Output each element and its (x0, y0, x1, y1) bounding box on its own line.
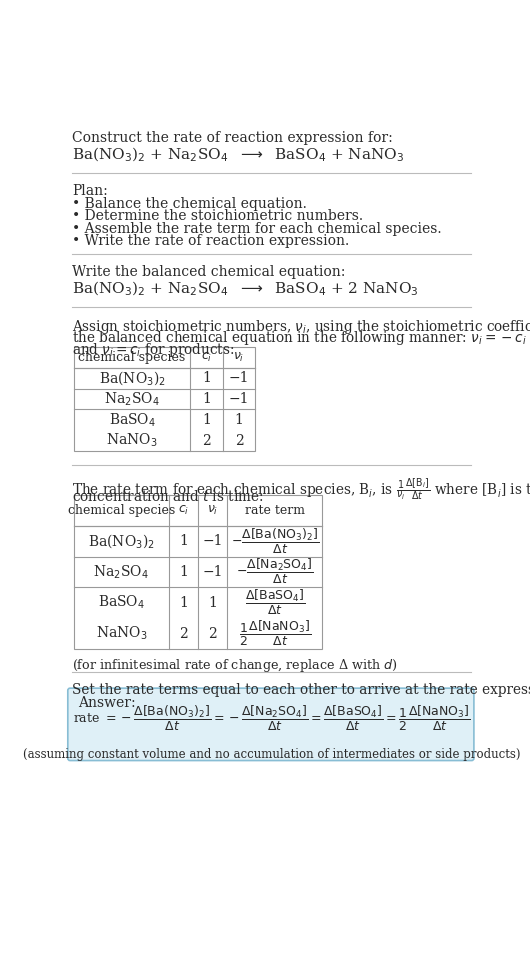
Text: NaNO$_3$: NaNO$_3$ (95, 625, 147, 642)
Bar (74, 347, 255, 451)
Text: Na$_2$SO$_4$: Na$_2$SO$_4$ (104, 390, 160, 408)
Text: • Assemble the rate term for each chemical species.: • Assemble the rate term for each chemic… (73, 221, 442, 235)
Text: concentration and $t$ is time:: concentration and $t$ is time: (73, 489, 264, 504)
Text: • Write the rate of reaction expression.: • Write the rate of reaction expression. (73, 234, 350, 248)
Bar (74, 495, 322, 649)
Text: 2: 2 (179, 626, 188, 641)
Text: the balanced chemical equation in the following manner: $\nu_i = -c_i$ for react: the balanced chemical equation in the fo… (73, 329, 530, 347)
Text: Construct the rate of reaction expression for:: Construct the rate of reaction expressio… (73, 130, 393, 145)
Text: (assuming constant volume and no accumulation of intermediates or side products): (assuming constant volume and no accumul… (23, 749, 520, 761)
Text: chemical species: chemical species (78, 351, 186, 364)
Text: −1: −1 (229, 371, 249, 385)
Text: rate term: rate term (245, 504, 305, 516)
Text: 2: 2 (202, 433, 211, 448)
Text: $c_i$: $c_i$ (201, 351, 212, 364)
Text: $\dfrac{\Delta[\mathrm{BaSO_4}]}{\Delta t}$: $\dfrac{\Delta[\mathrm{BaSO_4}]}{\Delta … (244, 588, 305, 617)
Text: Ba(NO$_3$)$_2$ + Na$_2$SO$_4$  $\longrightarrow$  BaSO$_4$ + 2 NaNO$_3$: Ba(NO$_3$)$_2$ + Na$_2$SO$_4$ $\longrigh… (73, 280, 419, 299)
Text: Na$_2$SO$_4$: Na$_2$SO$_4$ (93, 564, 149, 580)
Text: $-\dfrac{\Delta[\mathrm{Ba(NO_3)_2}]}{\Delta t}$: $-\dfrac{\Delta[\mathrm{Ba(NO_3)_2}]}{\D… (231, 526, 319, 556)
Text: 2: 2 (208, 626, 217, 641)
Text: 1: 1 (202, 413, 211, 427)
Text: Ba(NO$_3$)$_2$: Ba(NO$_3$)$_2$ (99, 369, 165, 387)
Text: • Determine the stoichiometric numbers.: • Determine the stoichiometric numbers. (73, 209, 364, 223)
Text: 1: 1 (179, 534, 188, 548)
Text: Ba(NO$_3$)$_2$: Ba(NO$_3$)$_2$ (88, 532, 155, 550)
Text: Write the balanced chemical equation:: Write the balanced chemical equation: (73, 265, 346, 278)
Text: −1: −1 (229, 392, 249, 406)
Text: $c_i$: $c_i$ (178, 504, 189, 516)
FancyBboxPatch shape (68, 688, 474, 760)
Text: BaSO$_4$: BaSO$_4$ (98, 594, 145, 612)
Text: 1: 1 (208, 596, 217, 610)
Text: Plan:: Plan: (73, 184, 108, 198)
Text: Assign stoichiometric numbers, $\nu_i$, using the stoichiometric coefficients, $: Assign stoichiometric numbers, $\nu_i$, … (73, 318, 530, 336)
Text: Set the rate terms equal to each other to arrive at the rate expression:: Set the rate terms equal to each other t… (73, 683, 530, 697)
Text: 1: 1 (179, 596, 188, 610)
Text: 1: 1 (235, 413, 243, 427)
Text: 1: 1 (179, 564, 188, 579)
Text: and $\nu_i = c_i$ for products:: and $\nu_i = c_i$ for products: (73, 341, 235, 359)
Text: 1: 1 (202, 371, 211, 385)
Text: $-\dfrac{\Delta[\mathrm{Na_2SO_4}]}{\Delta t}$: $-\dfrac{\Delta[\mathrm{Na_2SO_4}]}{\Del… (236, 558, 314, 586)
Text: 1: 1 (202, 392, 211, 406)
Text: (for infinitesimal rate of change, replace Δ with $d$): (for infinitesimal rate of change, repla… (73, 657, 399, 673)
Text: NaNO$_3$: NaNO$_3$ (107, 432, 158, 449)
Text: • Balance the chemical equation.: • Balance the chemical equation. (73, 197, 307, 211)
Text: −1: −1 (202, 564, 223, 579)
Text: Ba(NO$_3$)$_2$ + Na$_2$SO$_4$  $\longrightarrow$  BaSO$_4$ + NaNO$_3$: Ba(NO$_3$)$_2$ + Na$_2$SO$_4$ $\longrigh… (73, 146, 404, 165)
Text: BaSO$_4$: BaSO$_4$ (109, 412, 156, 428)
Text: chemical species: chemical species (68, 504, 175, 516)
Text: $\dfrac{1}{2}\dfrac{\Delta[\mathrm{NaNO_3}]}{\Delta t}$: $\dfrac{1}{2}\dfrac{\Delta[\mathrm{NaNO_… (238, 619, 311, 648)
Text: 2: 2 (235, 433, 243, 448)
Text: −1: −1 (202, 534, 223, 548)
Text: The rate term for each chemical species, B$_i$, is $\frac{1}{\nu_i}\frac{\Delta[: The rate term for each chemical species,… (73, 475, 530, 502)
Text: $\nu_i$: $\nu_i$ (233, 351, 245, 364)
Text: Answer:: Answer: (78, 696, 136, 710)
Text: $\nu_i$: $\nu_i$ (207, 504, 218, 516)
Text: rate $= -\dfrac{\Delta[\mathrm{Ba(NO_3)_2}]}{\Delta t} = -\dfrac{\Delta[\mathrm{: rate $= -\dfrac{\Delta[\mathrm{Ba(NO_3)_… (73, 704, 471, 733)
